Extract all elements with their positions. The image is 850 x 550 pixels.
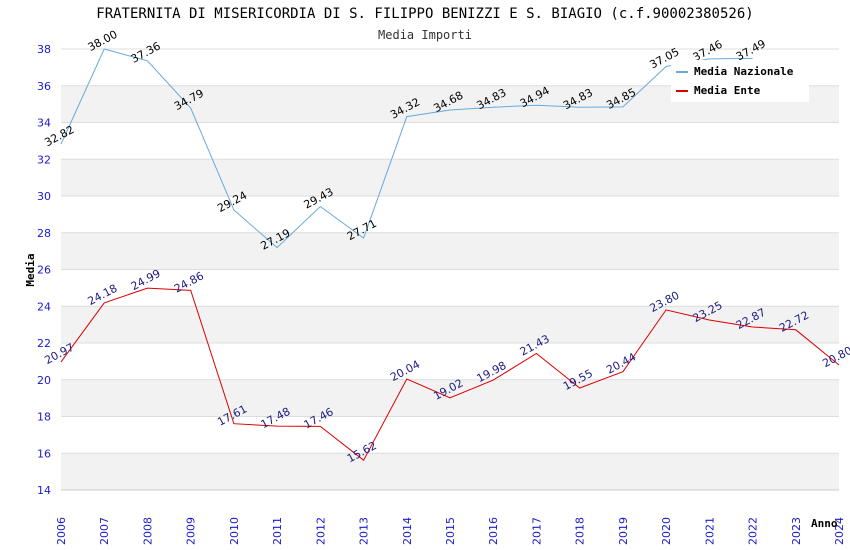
series-line-media-ente (60, 287, 840, 461)
x-tick-label: 2017 (530, 517, 543, 545)
x-tick-label: 2008 (141, 517, 154, 545)
y-tick-label: 38 (37, 43, 51, 56)
x-tick-labels: 2006 2007 2008 2009 2010 2011 2012 2013 2014 2015… (55, 517, 846, 545)
y-axis-label: Media (24, 253, 37, 286)
y-tick-label: 22 (37, 337, 51, 350)
y-tick-labels: 14 16 18 20 22 24 26 28 30 32 34 36 38 (37, 43, 51, 497)
legend-label-media-nazionale: Media Nazionale (694, 65, 794, 78)
y-tick-label: 18 (37, 411, 51, 424)
x-tick-label: 2007 (98, 517, 111, 545)
x-tick-label: 2021 (703, 517, 716, 545)
x-tick-label: 2009 (185, 517, 198, 545)
grid-band (61, 122, 839, 160)
chart-subtitle: Media Importi (378, 28, 472, 42)
x-tick-label: 2014 (401, 517, 414, 545)
grid-lines (61, 48, 839, 491)
x-tick-label: 2010 (228, 517, 241, 545)
y-tick-label: 34 (37, 117, 51, 130)
x-tick-label: 2019 (617, 517, 630, 545)
legend-label-media-ente: Media Ente (694, 84, 761, 97)
x-axis-label: Anno (811, 517, 838, 530)
y-tick-label: 28 (37, 227, 51, 240)
series-line-media-nazionale (60, 48, 753, 249)
y-tick-label: 30 (37, 190, 51, 203)
x-tick-label: 2023 (790, 517, 803, 545)
legend: Media Nazionale Media Ente (671, 60, 809, 102)
legend-box (671, 60, 809, 102)
grid-band (61, 343, 839, 380)
y-tick-label: 16 (37, 447, 51, 460)
grid-band (61, 196, 839, 233)
x-tick-label: 2020 (660, 517, 673, 545)
grid-band (61, 159, 839, 196)
y-tick-label: 26 (37, 264, 51, 277)
grid-band (61, 232, 839, 270)
x-tick-label: 2016 (487, 517, 500, 545)
y-tick-label: 32 (37, 153, 51, 166)
chart-title: FRATERNITA DI MISERICORDIA DI S. FILIPPO… (96, 6, 753, 22)
x-tick-label: 2012 (314, 517, 327, 545)
x-tick-label: 2006 (55, 517, 68, 545)
grid-bands (61, 49, 839, 490)
series-lines (60, 48, 840, 461)
y-tick-label: 14 (37, 484, 51, 497)
grid-band (61, 453, 839, 490)
grid-band (61, 269, 839, 307)
x-tick-label: 2015 (444, 517, 457, 545)
x-tick-label: 2011 (271, 517, 284, 545)
x-tick-label: 2013 (358, 517, 371, 545)
x-tick-label: 2024 (833, 517, 846, 545)
y-tick-label: 24 (37, 300, 51, 313)
y-tick-label: 20 (37, 374, 51, 387)
x-tick-label: 2022 (747, 517, 760, 545)
grid-band (61, 416, 839, 454)
x-tick-label: 2018 (574, 517, 587, 545)
grid-band (61, 306, 839, 343)
y-tick-label: 36 (37, 80, 51, 93)
